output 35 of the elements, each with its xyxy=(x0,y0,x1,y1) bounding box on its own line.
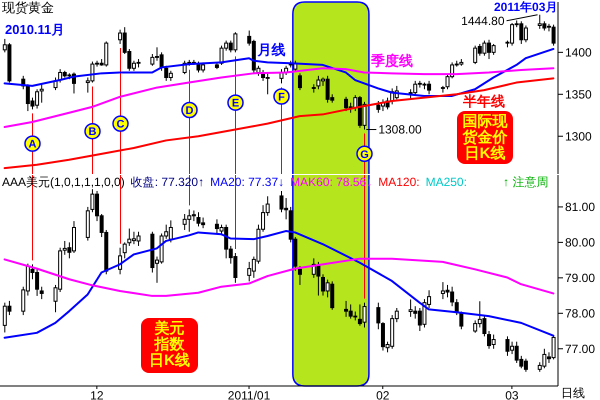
series-label: 季度线 xyxy=(370,52,413,68)
annotation: MA250: xyxy=(426,175,467,189)
y-tick-label: 81.00 xyxy=(565,200,596,214)
annotation: 1444.80 xyxy=(461,14,505,28)
ref-line-label: B xyxy=(88,126,97,138)
y-tick-label: 78.00 xyxy=(565,306,596,321)
x-tick-label: 12 xyxy=(90,388,104,400)
candlestick xyxy=(344,300,348,318)
ref-line-label: C xyxy=(116,118,125,131)
line-series xyxy=(4,258,554,297)
ref-line-label: A xyxy=(28,138,37,151)
annotation: 2010.11月 xyxy=(5,22,64,37)
series-label: 月线 xyxy=(256,41,286,58)
ref-line-label: D xyxy=(186,104,194,117)
y-tick-label: 1350 xyxy=(565,88,592,102)
annotation: ↑ 注意周 xyxy=(502,175,548,189)
y-tick-label: 1300 xyxy=(565,130,592,144)
series-label: 半年线 xyxy=(462,93,506,110)
text: 日线 xyxy=(561,386,585,400)
x-tick-label: 02 xyxy=(376,388,390,400)
annotation: 1308.00 xyxy=(378,122,422,137)
chart-title: 现货黄金 xyxy=(2,0,54,15)
annotation: MA120: xyxy=(378,175,420,189)
annotation: 2011年03月 xyxy=(494,0,558,14)
y-tick-label: 77.00 xyxy=(565,342,596,356)
y-tick-label: 1400 xyxy=(565,46,592,60)
ref-line-label: E xyxy=(232,98,240,110)
x-tick-label: 03 xyxy=(505,388,519,400)
ref-line-label: G xyxy=(360,148,369,161)
ref-line-label: F xyxy=(278,92,286,104)
y-tick-label: 79.00 xyxy=(565,271,596,286)
y-tick-label: 80.00 xyxy=(565,236,596,250)
candlestick xyxy=(408,298,413,318)
annotation: 美元指数日K线 xyxy=(148,320,191,369)
x-tick-label: 2011/01 xyxy=(228,388,271,400)
